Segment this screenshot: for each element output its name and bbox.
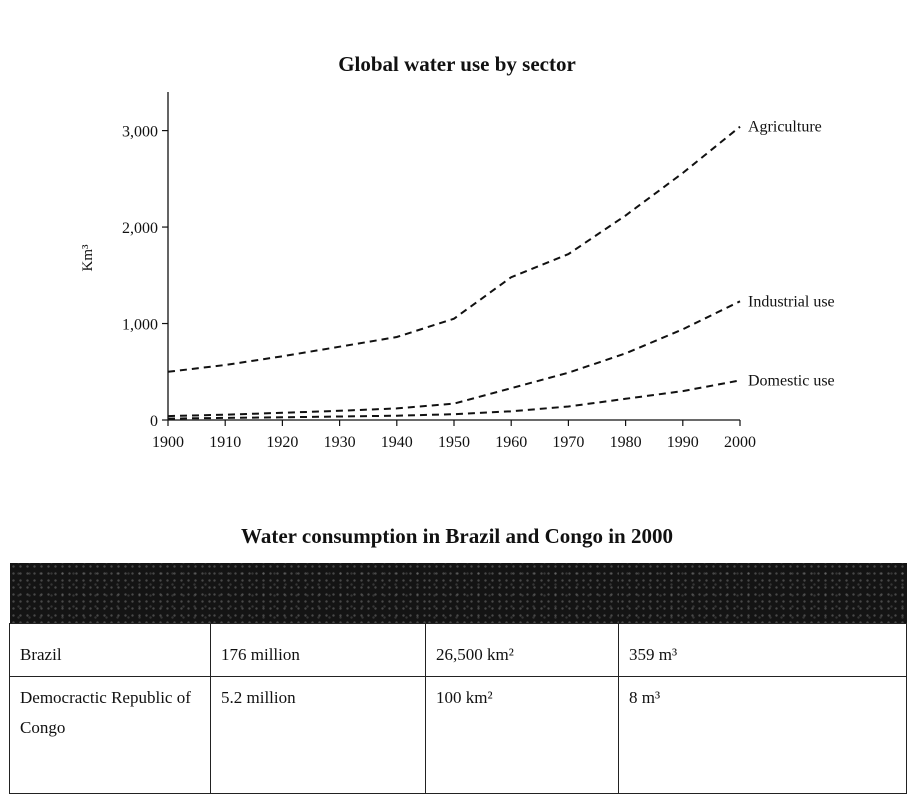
series-labels: Agriculture Industrial use Domestic use: [748, 119, 835, 390]
table-row: Democractic Republic of Congo 5.2 millio…: [9, 676, 907, 794]
x-tick-label: 1940: [381, 434, 413, 451]
y-axis-label: Km³: [80, 244, 96, 272]
y-tick-label: 1,000: [122, 317, 158, 334]
country-cell: Brazil: [9, 623, 211, 677]
x-tick-label: 1920: [266, 434, 298, 451]
x-tick-label: 1930: [324, 434, 356, 451]
irrigated-land-cell: 26,500 km²: [425, 623, 619, 677]
table-header-row: [9, 563, 907, 624]
table-title: Water consumption in Brazil and Congo in…: [241, 524, 673, 548]
axis-ticks: 1900 1910 1920 1930 1940 1950 1960 1970 1980 1990…: [122, 124, 756, 451]
header-cell: [425, 563, 619, 624]
irrigated-land-cell: 100 km²: [425, 676, 619, 794]
header-cell: [618, 563, 907, 624]
x-tick-label: 1910: [209, 434, 241, 451]
y-tick-label: 3,000: [122, 124, 158, 141]
chart-axes: [167, 92, 740, 421]
series-line-agriculture: [167, 125, 741, 373]
series-label: Agriculture: [748, 119, 822, 136]
series-label: Domestic use: [748, 372, 835, 389]
water-consumption-table: Brazil 176 million 26,500 km² 359 m³ Dem…: [9, 563, 907, 794]
header-cell: [210, 563, 426, 624]
consumption-cell: 359 m³: [618, 623, 907, 677]
series-label: Industrial use: [748, 293, 835, 310]
chart-title: Global water use by sector: [338, 52, 576, 76]
x-tick-label: 1970: [552, 434, 584, 451]
header-cell: [9, 563, 211, 624]
x-tick-label: 2000: [724, 434, 756, 451]
consumption-cell: 8 m³: [618, 676, 907, 794]
country-cell: Democractic Republic of Congo: [9, 676, 211, 794]
x-tick-label: 1900: [152, 434, 184, 451]
series-lines: [167, 125, 741, 420]
x-tick-label: 1960: [495, 434, 527, 451]
series-line-industrial-use: [167, 300, 741, 418]
population-cell: 5.2 million: [210, 676, 426, 794]
x-tick-label: 1950: [438, 434, 470, 451]
line-chart: 1900 1910 1920 1930 1940 1950 1960 1970 1980 1990…: [80, 92, 835, 451]
x-tick-label: 1990: [667, 434, 699, 451]
table-row: Brazil 176 million 26,500 km² 359 m³: [9, 623, 907, 677]
population-cell: 176 million: [210, 623, 426, 677]
y-tick-label: 0: [150, 413, 158, 430]
y-tick-label: 2,000: [122, 220, 158, 237]
x-tick-label: 1980: [610, 434, 642, 451]
